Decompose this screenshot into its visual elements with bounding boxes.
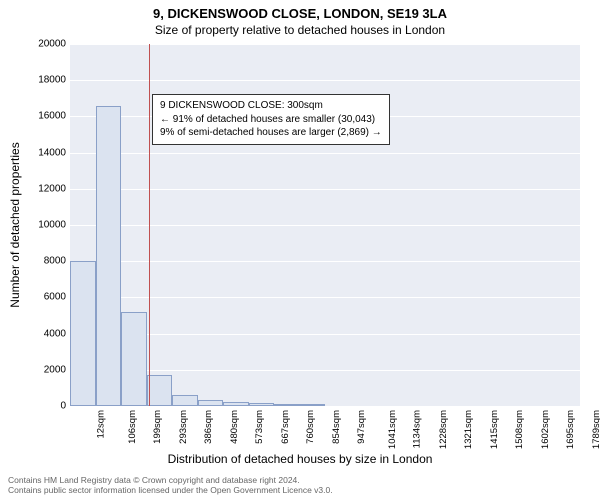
x-tick-label: 760sqm xyxy=(305,410,316,444)
x-tick-label: 1228sqm xyxy=(438,410,449,449)
histogram-bar xyxy=(96,106,121,406)
y-tick-label: 2000 xyxy=(16,364,66,375)
y-tick-label: 18000 xyxy=(16,75,66,86)
legend-line3: 9% of semi-detached houses are larger (2… xyxy=(160,126,382,140)
y-tick-label: 4000 xyxy=(16,328,66,339)
histogram-bar xyxy=(147,375,172,406)
y-tick-label: 8000 xyxy=(16,256,66,267)
legend-box: 9 DICKENSWOOD CLOSE: 300sqm ← 91% of det… xyxy=(152,94,390,145)
histogram-bar xyxy=(121,312,147,406)
grid-line xyxy=(70,189,580,190)
x-tick-label: 1041sqm xyxy=(387,410,398,449)
footer-attribution: Contains HM Land Registry data © Crown c… xyxy=(8,475,333,496)
x-axis-label: Distribution of detached houses by size … xyxy=(0,452,600,466)
y-tick-label: 14000 xyxy=(16,147,66,158)
histogram-bar xyxy=(70,261,96,406)
histogram-bar xyxy=(274,404,300,406)
grid-line xyxy=(70,261,580,262)
histogram-bar xyxy=(172,395,198,406)
x-tick-label: 1602sqm xyxy=(540,410,551,449)
x-tick-label: 1789sqm xyxy=(591,410,600,449)
y-tick-label: 16000 xyxy=(16,111,66,122)
grid-line xyxy=(70,80,580,81)
x-tick-label: 12sqm xyxy=(96,410,107,439)
x-tick-label: 1134sqm xyxy=(411,410,422,448)
reference-line xyxy=(149,44,150,406)
footer-line1: Contains HM Land Registry data © Crown c… xyxy=(8,475,333,486)
histogram-bar xyxy=(198,400,223,406)
histogram-bar xyxy=(223,402,249,406)
y-tick-label: 12000 xyxy=(16,183,66,194)
x-tick-label: 1695sqm xyxy=(565,410,576,449)
y-tick-label: 20000 xyxy=(16,39,66,50)
x-tick-label: 199sqm xyxy=(152,410,163,444)
y-tick-label: 10000 xyxy=(16,220,66,231)
x-tick-label: 1508sqm xyxy=(514,410,525,449)
grid-line xyxy=(70,44,580,45)
legend-line1: 9 DICKENSWOOD CLOSE: 300sqm xyxy=(160,99,382,113)
x-tick-label: 480sqm xyxy=(228,410,239,444)
grid-line xyxy=(70,153,580,154)
chart-container: 9, DICKENSWOOD CLOSE, LONDON, SE19 3LA S… xyxy=(0,0,600,500)
grid-line xyxy=(70,297,580,298)
y-tick-label: 0 xyxy=(16,401,66,412)
x-tick-label: 1321sqm xyxy=(463,410,474,449)
histogram-bar xyxy=(249,403,274,406)
x-tick-label: 293sqm xyxy=(177,410,188,444)
x-tick-label: 854sqm xyxy=(330,410,341,444)
chart-subtitle: Size of property relative to detached ho… xyxy=(0,21,600,37)
x-tick-label: 386sqm xyxy=(203,410,214,444)
histogram-bar xyxy=(300,404,325,406)
x-tick-label: 573sqm xyxy=(254,410,265,444)
grid-line xyxy=(70,406,580,407)
grid-line xyxy=(70,225,580,226)
plot-area: 9 DICKENSWOOD CLOSE: 300sqm ← 91% of det… xyxy=(70,44,580,406)
x-tick-label: 1415sqm xyxy=(489,410,500,449)
x-tick-label: 667sqm xyxy=(279,410,290,444)
x-tick-label: 947sqm xyxy=(356,410,367,444)
chart-title: 9, DICKENSWOOD CLOSE, LONDON, SE19 3LA xyxy=(0,0,600,21)
footer-line2: Contains public sector information licen… xyxy=(8,485,333,496)
y-tick-label: 6000 xyxy=(16,292,66,303)
legend-line2: ← 91% of detached houses are smaller (30… xyxy=(160,113,382,127)
x-tick-label: 106sqm xyxy=(126,410,137,444)
